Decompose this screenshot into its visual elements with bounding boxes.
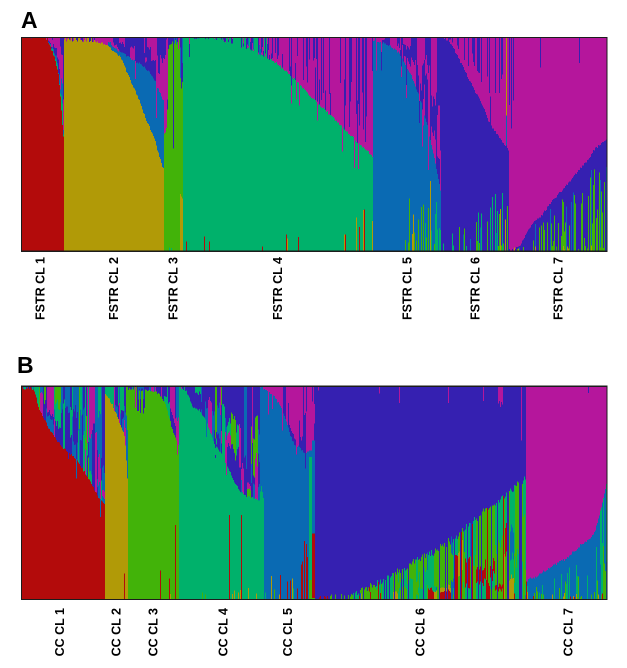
svg-text:FSTR CL 5: FSTR CL 5 <box>401 257 415 320</box>
svg-text:FSTR CL 4: FSTR CL 4 <box>271 257 285 320</box>
svg-text:FSTR CL 6: FSTR CL 6 <box>469 257 483 320</box>
svg-text:CC CL 6: CC CL 6 <box>414 608 428 656</box>
svg-text:FSTR CL 7: FSTR CL 7 <box>552 257 566 320</box>
svg-text:CC CL 2: CC CL 2 <box>110 608 124 656</box>
svg-text:B: B <box>17 352 34 378</box>
svg-text:CC CL 1: CC CL 1 <box>53 608 67 656</box>
svg-text:FSTR CL 1: FSTR CL 1 <box>34 257 48 320</box>
svg-text:CC CL 3: CC CL 3 <box>147 608 161 656</box>
svg-text:A: A <box>21 7 38 33</box>
svg-text:FSTR CL 3: FSTR CL 3 <box>167 257 181 320</box>
svg-text:CC CL 7: CC CL 7 <box>562 608 576 656</box>
svg-text:FSTR CL 2: FSTR CL 2 <box>107 257 121 320</box>
svg-text:CC CL 4: CC CL 4 <box>217 608 231 656</box>
svg-text:CC CL 5: CC CL 5 <box>281 608 295 656</box>
